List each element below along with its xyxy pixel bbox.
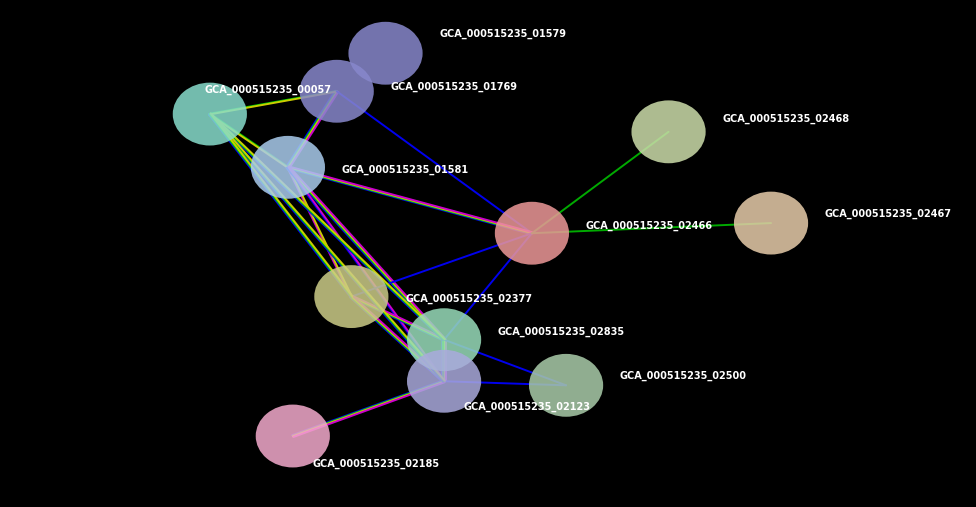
Text: GCA_000515235_01581: GCA_000515235_01581 (342, 165, 468, 175)
Ellipse shape (529, 354, 603, 417)
Text: GCA_000515235_00057: GCA_000515235_00057 (205, 85, 332, 95)
Ellipse shape (173, 83, 247, 146)
Ellipse shape (407, 308, 481, 371)
Ellipse shape (348, 22, 423, 85)
Ellipse shape (407, 350, 481, 413)
Text: GCA_000515235_02835: GCA_000515235_02835 (498, 327, 625, 337)
Text: GCA_000515235_01769: GCA_000515235_01769 (390, 82, 517, 92)
Ellipse shape (734, 192, 808, 255)
Text: GCA_000515235_02377: GCA_000515235_02377 (405, 294, 532, 304)
Ellipse shape (251, 136, 325, 199)
Ellipse shape (631, 100, 706, 163)
Text: GCA_000515235_02123: GCA_000515235_02123 (464, 402, 590, 412)
Ellipse shape (495, 202, 569, 265)
Ellipse shape (314, 265, 388, 328)
Text: GCA_000515235_02468: GCA_000515235_02468 (722, 114, 849, 124)
Ellipse shape (300, 60, 374, 123)
Ellipse shape (256, 405, 330, 467)
Text: GCA_000515235_02466: GCA_000515235_02466 (586, 221, 712, 231)
Text: GCA_000515235_02500: GCA_000515235_02500 (620, 371, 747, 381)
Text: GCA_000515235_01579: GCA_000515235_01579 (439, 29, 566, 39)
Text: GCA_000515235_02467: GCA_000515235_02467 (825, 209, 952, 219)
Text: GCA_000515235_02185: GCA_000515235_02185 (312, 459, 439, 469)
